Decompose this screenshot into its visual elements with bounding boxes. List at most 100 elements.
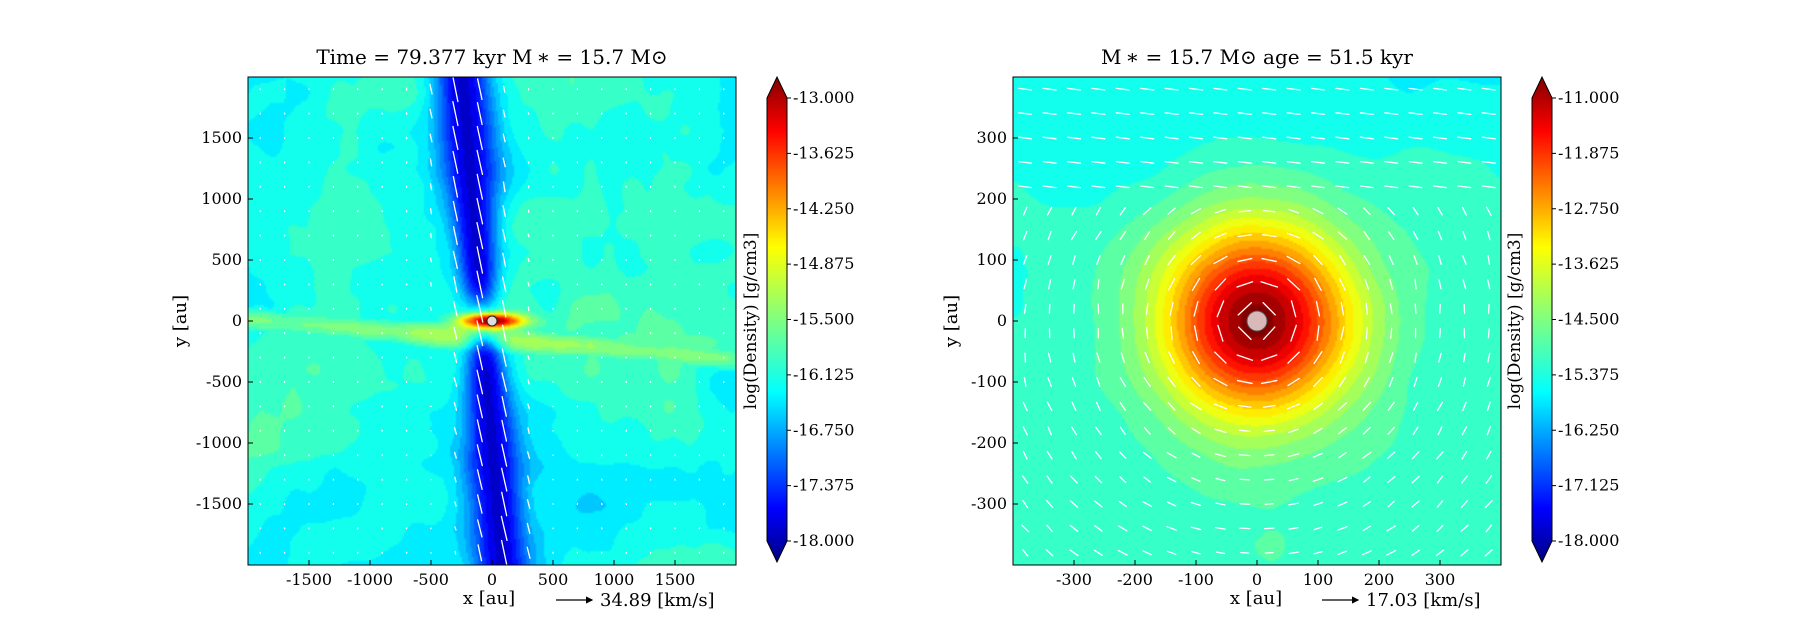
- velocity-vector: [1359, 185, 1374, 189]
- velocity-vector: [1362, 426, 1371, 435]
- velocity-vector: [453, 276, 458, 293]
- velocity-vector: [1237, 136, 1252, 140]
- velocity-vector: [527, 379, 530, 385]
- velocity-vector: [1237, 326, 1252, 341]
- velocity-vector: [502, 181, 506, 193]
- velocity-vector: [527, 258, 530, 262]
- velocity-vector: [1340, 326, 1345, 341]
- velocity-vector: [1190, 208, 1202, 215]
- velocity-vector: [1312, 452, 1324, 458]
- velocity-vector: [1166, 550, 1177, 555]
- velocity-vector: [1164, 136, 1179, 140]
- velocity-vector: [1188, 136, 1204, 140]
- velocity-vector: [1023, 255, 1028, 265]
- velocity-vector: [1439, 328, 1441, 339]
- velocity-vector: [1481, 185, 1496, 189]
- colorbar-tick-label: -16.750: [793, 420, 854, 439]
- velocity-vector: [1070, 230, 1078, 241]
- velocity-vector: [1432, 185, 1448, 189]
- velocity-vector: [1363, 376, 1370, 388]
- velocity-vector: [502, 85, 506, 93]
- velocity-vector: [1384, 87, 1399, 91]
- velocity-vector: [501, 276, 507, 293]
- velocity-vector: [500, 539, 508, 565]
- velocity-vector: [1115, 112, 1130, 116]
- panel-2-y-ticks: 300 200 100 0 -100 -200 -300: [971, 128, 1018, 513]
- velocity-vector: [1144, 254, 1151, 266]
- velocity-vector: [1262, 87, 1277, 91]
- y-tick-label: 200: [976, 189, 1007, 208]
- velocity-vector: [1387, 426, 1396, 435]
- velocity-vector: [476, 369, 484, 395]
- velocity-vector: [1359, 112, 1374, 116]
- velocity-vector: [1097, 279, 1100, 290]
- velocity-vector: [1414, 352, 1417, 363]
- velocity-vector: [1313, 551, 1323, 555]
- velocity-vector: [1121, 327, 1124, 339]
- velocity-vector: [1143, 426, 1151, 435]
- velocity-vector: [1238, 429, 1251, 433]
- velocity-vector: [1313, 351, 1323, 365]
- velocity-vector: [1091, 112, 1106, 116]
- velocity-vector: [1213, 160, 1228, 164]
- velocity-vector: [1335, 185, 1350, 189]
- velocity-vector: [1142, 550, 1152, 556]
- velocity-vector: [476, 221, 484, 250]
- velocity-vector: [1365, 327, 1368, 340]
- velocity-vector: [1437, 377, 1443, 387]
- x-tick-label: -1000: [347, 570, 393, 589]
- velocity-vector: [1018, 112, 1033, 116]
- velocity-vector: [1046, 206, 1053, 216]
- velocity-vector: [526, 499, 531, 509]
- velocity-vector: [476, 419, 483, 443]
- velocity-vector: [1072, 255, 1076, 265]
- velocity-vector: [1460, 500, 1468, 508]
- velocity-vector: [502, 133, 506, 143]
- velocity-vector: [1460, 549, 1469, 557]
- velocity-vector: [1486, 377, 1491, 387]
- velocity-vector: [1411, 549, 1420, 556]
- velocity-vector: [1313, 526, 1323, 531]
- velocity-vector: [452, 101, 459, 127]
- velocity-vector: [1435, 549, 1445, 557]
- velocity-vector: [1310, 87, 1326, 91]
- velocity-vector: [1389, 279, 1393, 290]
- velocity-vector: [1337, 231, 1348, 240]
- velocity-vector: [1167, 376, 1176, 388]
- velocity-vector: [1457, 136, 1472, 140]
- velocity-vector: [1481, 136, 1496, 140]
- velocity-vector: [1091, 160, 1106, 164]
- y-tick-label: 1000: [201, 189, 242, 208]
- velocity-vector: [1462, 230, 1467, 241]
- velocity-vector: [1215, 502, 1226, 506]
- velocity-vector: [502, 109, 506, 118]
- velocity-vector: [1066, 136, 1082, 140]
- velocity-vector: [1023, 279, 1027, 290]
- velocity-vector: [1071, 401, 1077, 412]
- velocity-vector: [1286, 160, 1301, 164]
- velocity-vector: [1143, 376, 1151, 388]
- velocity-vector: [1022, 450, 1028, 460]
- velocity-vector: [1042, 112, 1057, 116]
- y-tick-label: -100: [971, 372, 1007, 391]
- panel-1-title: Time = 79.377 kyr M ∗ = 15.7 M⊙: [316, 45, 667, 69]
- velocity-vector: [453, 426, 458, 435]
- velocity-vector: [1164, 185, 1179, 189]
- velocity-vector: [1214, 351, 1227, 364]
- velocity-vector: [1168, 351, 1175, 364]
- panel-1: Time = 79.377 kyr M ∗ = 15.7 M⊙ -1500 -10…: [170, 45, 854, 611]
- velocity-vector: [1263, 527, 1275, 530]
- velocity-vector: [1364, 351, 1369, 364]
- velocity-vector: [1313, 376, 1323, 388]
- velocity-vector: [1436, 500, 1444, 508]
- velocity-vector: [1486, 426, 1491, 436]
- velocity-vector: [500, 467, 508, 492]
- velocity-vector: [1287, 278, 1301, 291]
- velocity-vector: [1096, 377, 1101, 387]
- velocity-vector: [1436, 451, 1444, 460]
- panel-1-velocity-key-label: 34.89 [km/s]: [600, 590, 715, 611]
- velocity-vector: [1237, 185, 1252, 189]
- colorbar-tick-label: -13.625: [1558, 254, 1619, 273]
- velocity-vector: [1335, 160, 1350, 164]
